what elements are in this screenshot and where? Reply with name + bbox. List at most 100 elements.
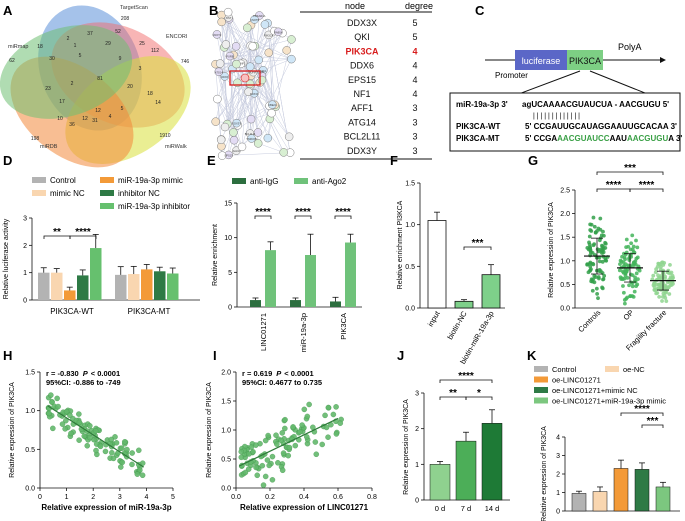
y-tick-label: 3: [415, 391, 419, 398]
ppi-edge: [237, 79, 263, 126]
data-point: [601, 277, 605, 282]
venn-number: 10: [57, 116, 63, 122]
chart-k-overexpression: 0 1 2 3 4 Relative expression of PIK3CA Contro…: [534, 365, 680, 521]
mt-label: PIK3CA-MT: [456, 134, 500, 143]
ppi-edge: [263, 58, 292, 71]
y-tick-label: 0: [228, 305, 232, 312]
data-point: [54, 395, 60, 402]
x-tick-label: 0.8: [367, 494, 377, 501]
y-tick-label: 1.5: [405, 181, 415, 188]
legend-swatch: [32, 190, 46, 196]
data-point: [260, 482, 267, 488]
data-point: [594, 286, 599, 291]
data-point: [92, 427, 99, 434]
bar: [265, 250, 276, 307]
bar: [77, 275, 89, 300]
chart-j-time-course: 0 1 2 3 Relative expression of PIK3CA 0 d 7 d 1…: [403, 371, 510, 513]
ppi-edge: [268, 34, 276, 105]
y-tick-label: 2.0: [560, 211, 570, 218]
bar: [427, 220, 447, 309]
panel-label-a: A: [3, 3, 13, 18]
y-tick-label: 1.0: [405, 222, 415, 229]
y-tick-label: 3: [23, 216, 27, 223]
y-axis-label: Relative expression of PIK3CA: [9, 382, 16, 478]
legend-label: mimic NC: [50, 189, 85, 198]
chart-i-correlation-linc: 0.0 0.5 1.0 1.5 2.0 Relative expression of PI…: [206, 369, 377, 512]
stat-p-value: < 0.0001: [91, 369, 120, 378]
data-point: [633, 278, 637, 283]
data-point: [596, 296, 600, 301]
x-tick-label: 0: [38, 494, 42, 501]
mt-seq-mutation: AACGUGU: [627, 134, 669, 143]
ppi-edge: [227, 79, 263, 125]
ppi-edge: [251, 59, 292, 139]
data-point: [87, 434, 93, 441]
x-axis-label: Relative expression of miR-19a-3p: [41, 503, 171, 512]
x-tick-label: 0.6: [333, 494, 343, 501]
chart-d-luciferase: 0 1 2 3 Relative luciferase activity Control m…: [3, 176, 200, 316]
stat-p-symbol: P: [276, 369, 282, 378]
table-header-node: node: [345, 1, 365, 11]
data-point: [597, 249, 601, 254]
stat-ci: 95%CI: 0.4677 to 0.735: [242, 378, 322, 387]
bar: [455, 440, 477, 501]
table-cell-node: AFF1: [351, 103, 373, 113]
venn-number: 36: [69, 122, 75, 128]
degree-table: node degree DDX3X 5 QKI 5 PIK3CA 4 DDX6 4 EPS15 4…: [300, 1, 433, 160]
legend-swatch: [605, 366, 619, 372]
data-point: [84, 442, 90, 449]
significance-bracket: [629, 188, 664, 192]
data-point: [81, 433, 88, 439]
data-point: [68, 430, 74, 437]
pairing-bars: | | | | | | | | | | | | |: [533, 113, 580, 120]
ppi-edge: [257, 118, 271, 144]
data-point: [118, 464, 124, 470]
venn-number: 18: [37, 44, 43, 50]
data-point: [630, 284, 635, 289]
ppi-node: [253, 128, 263, 137]
ppi-node-label: CNOT4: [213, 33, 222, 37]
x-tick-label: 5: [171, 494, 175, 501]
venn-diagram: TargetScan ENCORI miRWalk miRDB miRmap 2…: [0, 5, 191, 168]
venn-label-mirmap: miRmap: [8, 44, 28, 50]
data-point: [136, 447, 142, 454]
data-point: [632, 260, 636, 265]
ppi-node-label: UBE2A: [268, 103, 277, 107]
table-header-degree: degree: [405, 1, 433, 11]
bar: [154, 271, 166, 300]
y-tick-label: 0.0: [221, 486, 231, 493]
mt-seq: 5' CCGAAACGUAUCCAAUAACGUGUA 3': [525, 134, 682, 143]
y-tick-label: 1: [556, 490, 560, 497]
venn-number: 1: [74, 43, 77, 49]
data-point: [630, 247, 635, 252]
ppi-node-label: QKI: [260, 70, 265, 74]
ppi-node-label: DDX6: [221, 75, 228, 79]
venn-number: 2: [71, 81, 74, 87]
data-point: [593, 275, 598, 279]
ppi-node: [268, 100, 277, 109]
data-point: [274, 441, 280, 447]
data-point: [624, 237, 629, 242]
bar: [481, 274, 501, 309]
luciferase-label: luciferase: [522, 56, 561, 66]
significance-stars: **: [449, 388, 457, 399]
ppi-edge: [237, 22, 268, 83]
legend-label: oe-NC: [623, 365, 645, 374]
venn-number: 14: [155, 100, 161, 106]
data-point: [628, 294, 633, 299]
ppi-edge: [236, 63, 242, 124]
data-point: [250, 449, 256, 455]
luciferase-box: [515, 50, 567, 70]
data-point: [621, 290, 626, 295]
significance-stars: ****: [458, 371, 474, 382]
venn-number: 62: [9, 58, 15, 64]
data-point: [585, 245, 590, 250]
data-point: [333, 404, 339, 410]
data-point: [600, 285, 604, 290]
bar: [167, 273, 179, 300]
bar: [655, 486, 671, 512]
legend-swatch: [100, 177, 114, 183]
ppi-node: [279, 148, 288, 157]
data-point: [139, 472, 146, 478]
significance-bracket: [334, 215, 352, 219]
